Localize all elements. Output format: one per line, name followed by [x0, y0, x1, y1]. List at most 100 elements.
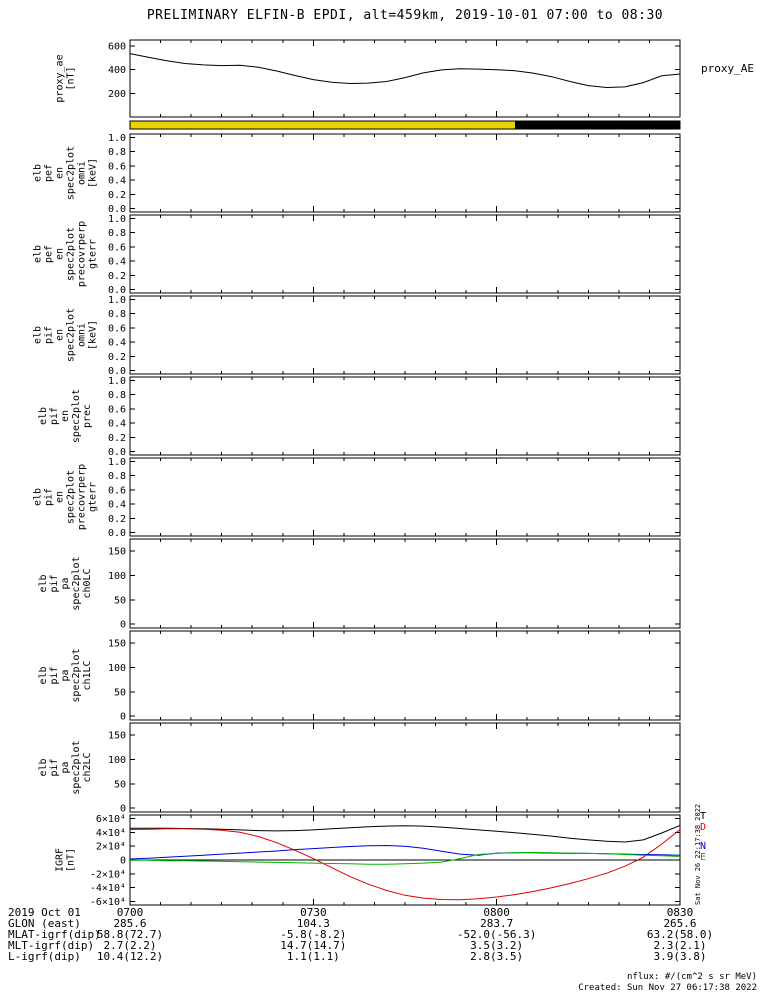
- proxy-ae-right-label: proxy_AE: [701, 62, 754, 75]
- panel-ylabel-line: pef: [44, 164, 55, 182]
- panel-ylabel-line: gterr: [88, 482, 99, 512]
- panel-ylabel-line: prec: [82, 404, 93, 428]
- y-tick-label: 1.0: [108, 133, 126, 144]
- panel-ylabel-line: pa: [60, 577, 71, 589]
- footer-value: 14.7(14.7): [280, 939, 346, 952]
- series-line-proxy_AE: [129, 53, 681, 89]
- panel-ylabel-line: spec2plot: [66, 308, 77, 362]
- panel-ylabel-line: en: [55, 248, 66, 260]
- y-tick-label: 0.4: [108, 500, 126, 511]
- y-tick-label: 0.2: [108, 352, 126, 363]
- y-tick-label: 0.8: [108, 471, 126, 482]
- panel-ylabel-line: spec2plot: [71, 389, 82, 443]
- footer-value: 1.1(1.1): [287, 950, 340, 963]
- y-tick-label: 0.4: [108, 257, 126, 268]
- y-tick-label: 0.8: [108, 147, 126, 158]
- panel-ylabel-line: elb: [33, 245, 44, 263]
- panel-box-elb-pif-pa-ch2LC: [129, 722, 681, 813]
- panel-ylabel-line: elb: [33, 164, 44, 182]
- y-tick-label: 100: [108, 663, 126, 674]
- y-tick-label: 0.0: [108, 447, 126, 458]
- footer-value: 2.8(3.5): [470, 950, 523, 963]
- y-tick-label: 0.0: [108, 366, 126, 377]
- panel-ylabel-line: elb: [38, 758, 49, 776]
- footer-value: 10.4(12.2): [97, 950, 163, 963]
- y-tick-label: 0.8: [108, 309, 126, 320]
- panel-ylabel-line: [nT]: [66, 848, 77, 872]
- y-tick-label: 100: [108, 571, 126, 582]
- footer-value: 265.6: [663, 917, 696, 930]
- footer-value: 2.3(2.1): [654, 939, 707, 952]
- footer-value: 63.2(58.0): [647, 928, 713, 941]
- y-tick-label: 200: [108, 89, 126, 100]
- y-tick-label: 0: [120, 620, 126, 631]
- y-tick-label: 0.4: [108, 338, 126, 349]
- y-tick-label: -4×10⁴: [90, 883, 126, 894]
- status-bar-border: [129, 120, 681, 130]
- y-tick-label: 0: [120, 856, 126, 867]
- panel-box-elb-pef-en-omni: [129, 133, 681, 213]
- igrf-series-label-N: N: [700, 841, 706, 852]
- status-bar-segment: [130, 121, 515, 129]
- panel-ylabel-line: pef: [44, 245, 55, 263]
- panel-ylabel-line: omni: [77, 323, 88, 347]
- panel-ylabel-line: en: [55, 491, 66, 503]
- panel-ylabel-line: pa: [60, 761, 71, 773]
- y-tick-label: 1.0: [108, 295, 126, 306]
- y-tick-label: 0.6: [108, 161, 126, 172]
- panel-ylabel-line: spec2plot: [66, 146, 77, 200]
- panel-ylabel-line: ch1LC: [82, 660, 93, 690]
- panel-ylabel-line: elb: [38, 407, 49, 425]
- y-tick-label: 0.4: [108, 176, 126, 187]
- panel-ylabel-line: elb: [38, 666, 49, 684]
- y-tick-label: 1.0: [108, 457, 126, 468]
- y-tick-label: 0: [120, 712, 126, 723]
- y-tick-label: 1.0: [108, 214, 126, 225]
- igrf-series-label-E: E: [700, 852, 706, 863]
- panel-ylabel-line: elb: [33, 488, 44, 506]
- y-tick-label: 400: [108, 65, 126, 76]
- series-line-T: [130, 824, 681, 843]
- panel-ylabel-line: elb: [33, 326, 44, 344]
- panel-ylabel-line: spec2plot: [71, 556, 82, 610]
- panel-ylabel-line: omni: [77, 161, 88, 185]
- panel-ylabel-line: pif: [49, 407, 60, 425]
- footer-value: 58.8(72.7): [97, 928, 163, 941]
- panel-ylabel-line: spec2plot: [71, 740, 82, 794]
- panel-ylabel-line: gterr: [88, 239, 99, 269]
- footer-value: 0730: [300, 906, 327, 919]
- y-tick-label: 0.6: [108, 242, 126, 253]
- footer-row-label: MLAT-igrf(dip): [8, 928, 101, 941]
- y-tick-label: 50: [114, 687, 126, 698]
- footer-value: -52.0(-56.3): [457, 928, 536, 941]
- footer-value: 285.6: [113, 917, 146, 930]
- panel-ylabel-line: en: [60, 410, 71, 422]
- y-tick-label: 100: [108, 755, 126, 766]
- panel-ylabel-line: pif: [49, 666, 60, 684]
- y-tick-label: 1.0: [108, 376, 126, 387]
- panel-ylabel-line: spec2plot: [66, 470, 77, 524]
- y-tick-label: 50: [114, 779, 126, 790]
- footer-value: 0800: [483, 906, 510, 919]
- footer-value: 0700: [117, 906, 144, 919]
- footer-row-label: 2019 Oct 01: [8, 906, 81, 919]
- y-tick-label: 0.0: [108, 204, 126, 215]
- panel-ylabel-line: en: [55, 167, 66, 179]
- panel-box-elb-pef-en-precovrperp-gterr: [129, 214, 681, 294]
- panel-ylabel-line: [keV]: [88, 320, 99, 350]
- y-tick-label: 50: [114, 595, 126, 606]
- created-timestamp-note: Created: Sun Nov 27 06:17:38 2022: [578, 983, 757, 993]
- panel-ylabel-line: spec2plot: [66, 227, 77, 281]
- footer-row-label: GLON (east): [8, 917, 81, 930]
- y-tick-label: 150: [108, 731, 126, 742]
- panel-ylabel-line: [keV]: [88, 158, 99, 188]
- y-tick-label: 150: [108, 547, 126, 558]
- y-tick-label: -6×10⁴: [90, 897, 126, 908]
- panel-ylabel-line: pif: [49, 574, 60, 592]
- panel-box-elb-pif-en-prec: [129, 376, 681, 456]
- panel-ylabel-line: pif: [49, 758, 60, 776]
- side-timestamp: Sat Nov 26 22:17:38 2022: [694, 803, 702, 905]
- panel-ylabel-line: elb: [38, 574, 49, 592]
- footer-value: 0830: [667, 906, 694, 919]
